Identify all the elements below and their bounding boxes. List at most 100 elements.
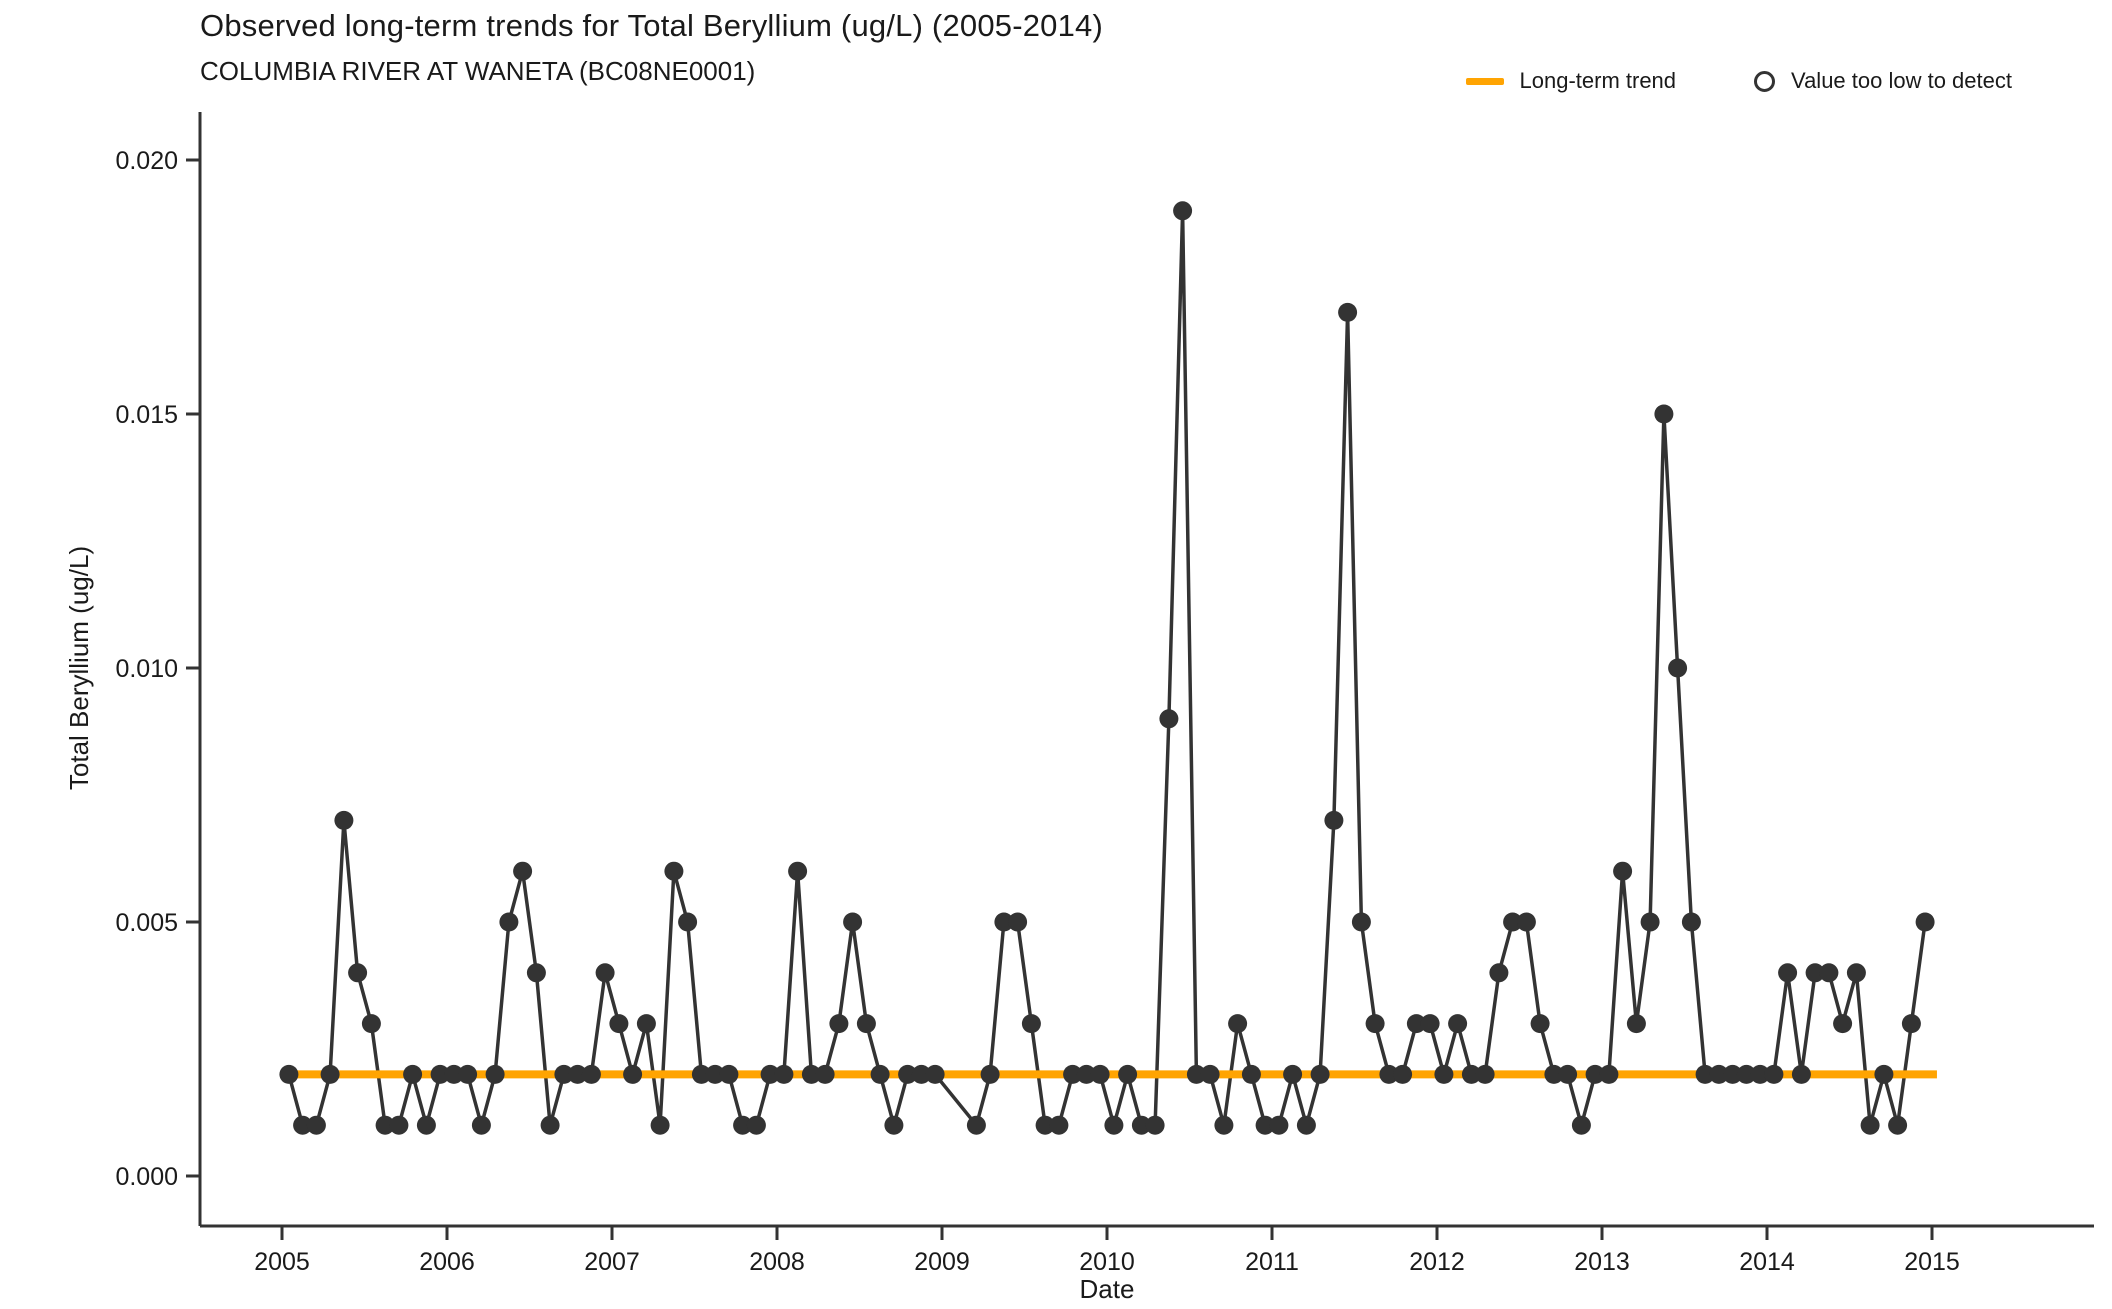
data-point <box>1159 709 1179 729</box>
data-point <box>540 1115 560 1135</box>
x-tick-label: 2012 <box>1409 1248 1465 1276</box>
data-point <box>1448 1014 1468 1034</box>
y-tick-label: 0.020 <box>115 147 178 175</box>
data-point <box>1021 1014 1041 1034</box>
data-point <box>1131 1115 1151 1135</box>
data-point <box>1723 1064 1743 1084</box>
data-point <box>1640 912 1660 932</box>
data-point <box>1461 1064 1481 1084</box>
data-point <box>1241 1064 1261 1084</box>
data-point <box>705 1064 725 1084</box>
data-point <box>1200 1064 1220 1084</box>
data-point <box>1090 1064 1110 1084</box>
data-point <box>430 1064 450 1084</box>
data-point <box>1035 1115 1055 1135</box>
data-point <box>499 912 519 932</box>
data-point <box>568 1064 588 1084</box>
data-point <box>1076 1064 1096 1084</box>
data-point <box>403 1064 423 1084</box>
data-point <box>279 1064 299 1084</box>
legend-label-trend: Long-term trend <box>1519 68 1677 93</box>
x-tick-label: 2005 <box>254 1248 310 1276</box>
data-point <box>1351 912 1371 932</box>
data-point <box>609 1014 629 1034</box>
chart-header: Observed long-term trends for Total Bery… <box>200 8 1103 87</box>
data-point <box>416 1115 436 1135</box>
data-point <box>1571 1115 1591 1135</box>
data-point <box>444 1064 464 1084</box>
data-point <box>458 1064 478 1084</box>
data-point <box>471 1115 491 1135</box>
data-point <box>678 912 698 932</box>
data-point <box>375 1115 395 1135</box>
data-point <box>980 1064 1000 1084</box>
data-point <box>293 1115 313 1135</box>
data-point <box>1915 912 1935 932</box>
data-point <box>334 810 354 830</box>
x-tick-label: 2007 <box>584 1248 640 1276</box>
data-point <box>1736 1064 1756 1084</box>
data-point <box>485 1064 505 1084</box>
data-point <box>719 1064 739 1084</box>
data-point <box>664 861 684 881</box>
data-point <box>1668 658 1688 678</box>
x-tick-label: 2010 <box>1079 1248 1135 1276</box>
data-point <box>1681 912 1701 932</box>
data-point <box>348 963 368 983</box>
data-point <box>1049 1115 1069 1135</box>
data-point <box>1888 1115 1908 1135</box>
data-point <box>774 1064 794 1084</box>
data-point <box>1186 1064 1206 1084</box>
data-point <box>1063 1064 1083 1084</box>
data-point <box>389 1115 409 1135</box>
data-point <box>1778 963 1798 983</box>
data-point <box>1269 1115 1289 1135</box>
data-point <box>1791 1064 1811 1084</box>
data-point <box>843 912 863 932</box>
data-point <box>1695 1064 1715 1084</box>
x-tick-label: 2013 <box>1574 1248 1630 1276</box>
data-point <box>513 861 533 881</box>
data-point <box>1296 1115 1316 1135</box>
data-point <box>1489 963 1509 983</box>
data-point <box>829 1014 849 1034</box>
data-point <box>623 1064 643 1084</box>
data-point <box>691 1064 711 1084</box>
data-point <box>1709 1064 1729 1084</box>
legend-item-trend: Long-term trend <box>1465 68 1677 94</box>
data-point <box>595 963 615 983</box>
data-point <box>554 1064 574 1084</box>
data-point <box>966 1115 986 1135</box>
data-point <box>1173 201 1193 221</box>
data-point <box>1475 1064 1495 1084</box>
trend-line-swatch <box>1465 77 1504 85</box>
y-tick-label: 0.010 <box>115 655 178 683</box>
x-tick-label: 2006 <box>419 1248 475 1276</box>
data-point <box>1214 1115 1234 1135</box>
legend: Long-term trend Value too low to detect <box>1465 64 2012 98</box>
data-point <box>994 912 1014 932</box>
observed-series-line <box>287 209 1927 1127</box>
data-point <box>815 1064 835 1084</box>
data-point <box>306 1115 326 1135</box>
data-point <box>1255 1115 1275 1135</box>
data-point <box>1283 1064 1303 1084</box>
data-point <box>1008 912 1028 932</box>
data-point <box>1393 1064 1413 1084</box>
data-point <box>361 1014 381 1034</box>
chart-title: Observed long-term trends for Total Bery… <box>200 8 1104 43</box>
data-point <box>1104 1115 1124 1135</box>
data-point <box>1558 1064 1578 1084</box>
data-point <box>1118 1064 1138 1084</box>
open-circle-icon <box>1754 70 1776 92</box>
x-tick-label: 2014 <box>1739 1248 1795 1276</box>
data-point <box>1599 1064 1619 1084</box>
legend-item-nondetect: Value too low to detect <box>1754 68 2012 94</box>
data-point <box>1324 810 1344 830</box>
data-point <box>650 1115 670 1135</box>
data-point <box>1860 1115 1880 1135</box>
data-point <box>1819 963 1839 983</box>
data-point <box>733 1115 753 1135</box>
data-point <box>788 861 808 881</box>
data-point <box>1516 912 1536 932</box>
